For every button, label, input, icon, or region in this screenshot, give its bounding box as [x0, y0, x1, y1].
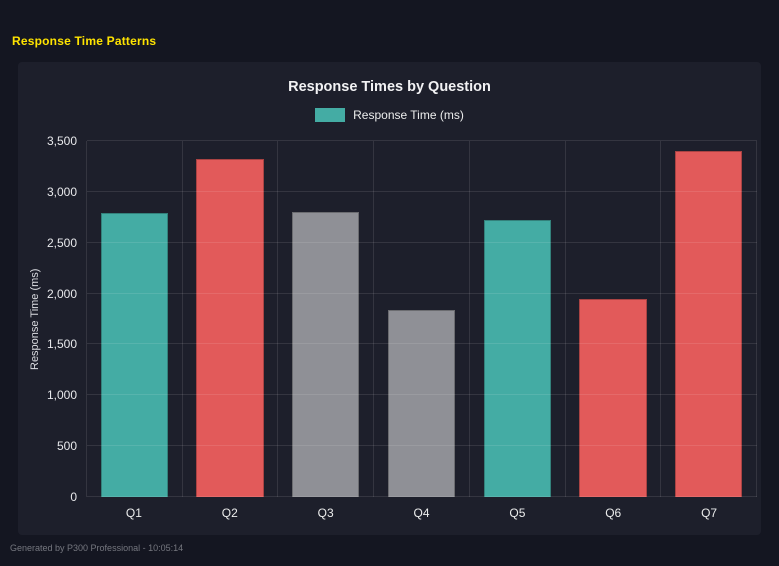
bar-columns [87, 141, 758, 497]
chart-column-q6 [566, 141, 662, 497]
legend-label: Response Time (ms) [353, 108, 464, 122]
chart-column-q1 [87, 141, 183, 497]
y-tick-label: 2,000 [46, 286, 77, 301]
chart-title: Response Times by Question [288, 79, 491, 95]
legend-swatch [315, 108, 346, 122]
chart: Response Time (ms) 0 500 1,000 1,500 2,000 2,… [26, 134, 758, 535]
y-tick-label: 1,000 [46, 388, 77, 403]
footer-text: Generated by P300 Professional - 10:05:1… [10, 543, 184, 553]
y-tick-label: 2,500 [46, 235, 77, 250]
y-tick-label: 1,500 [46, 337, 77, 352]
chart-panel: Response Times by Question Response Time… [18, 62, 761, 535]
x-tick-label-q1: Q1 [125, 506, 142, 520]
x-tick-label-q4: Q4 [413, 506, 430, 520]
x-axis-labels: Q1 Q2 Q3 Q4 Q5 Q6 Q7 [86, 497, 757, 535]
y-tick-label: 0 [70, 490, 77, 504]
chart-column-q5 [470, 141, 566, 497]
chart-column-q7 [661, 141, 758, 497]
bar-q2[interactable] [196, 159, 264, 497]
y-axis-labels: 0 500 1,000 1,500 2,000 2,500 3,000 3,500 [44, 134, 86, 504]
legend-item-response-time[interactable]: Response Time (ms) [18, 108, 761, 122]
x-tick-label-q6: Q6 [605, 506, 622, 520]
chart-column-q3 [278, 141, 375, 497]
bar-q6[interactable] [579, 298, 647, 497]
y-tick-label: 3,000 [46, 184, 77, 199]
y-tick-label: 500 [56, 439, 77, 454]
y-tick-label: 3,500 [46, 134, 77, 148]
x-tick-label-q5: Q5 [509, 506, 526, 520]
y-axis-title: Response Time (ms) [29, 268, 41, 370]
bar-q1[interactable] [100, 213, 168, 497]
bar-q5[interactable] [483, 220, 551, 497]
chart-column-q2 [183, 141, 279, 497]
plot-area [86, 140, 758, 497]
bar-q4[interactable] [387, 309, 456, 497]
chart-column-q4 [374, 141, 470, 497]
x-tick-label-q7: Q7 [701, 506, 718, 520]
bar-q3[interactable] [292, 212, 360, 497]
page-title: Response Time Patterns [12, 34, 157, 48]
x-tick-label-q2: Q2 [221, 506, 238, 520]
bar-q7[interactable] [675, 151, 743, 497]
x-tick-label-q3: Q3 [317, 506, 334, 520]
